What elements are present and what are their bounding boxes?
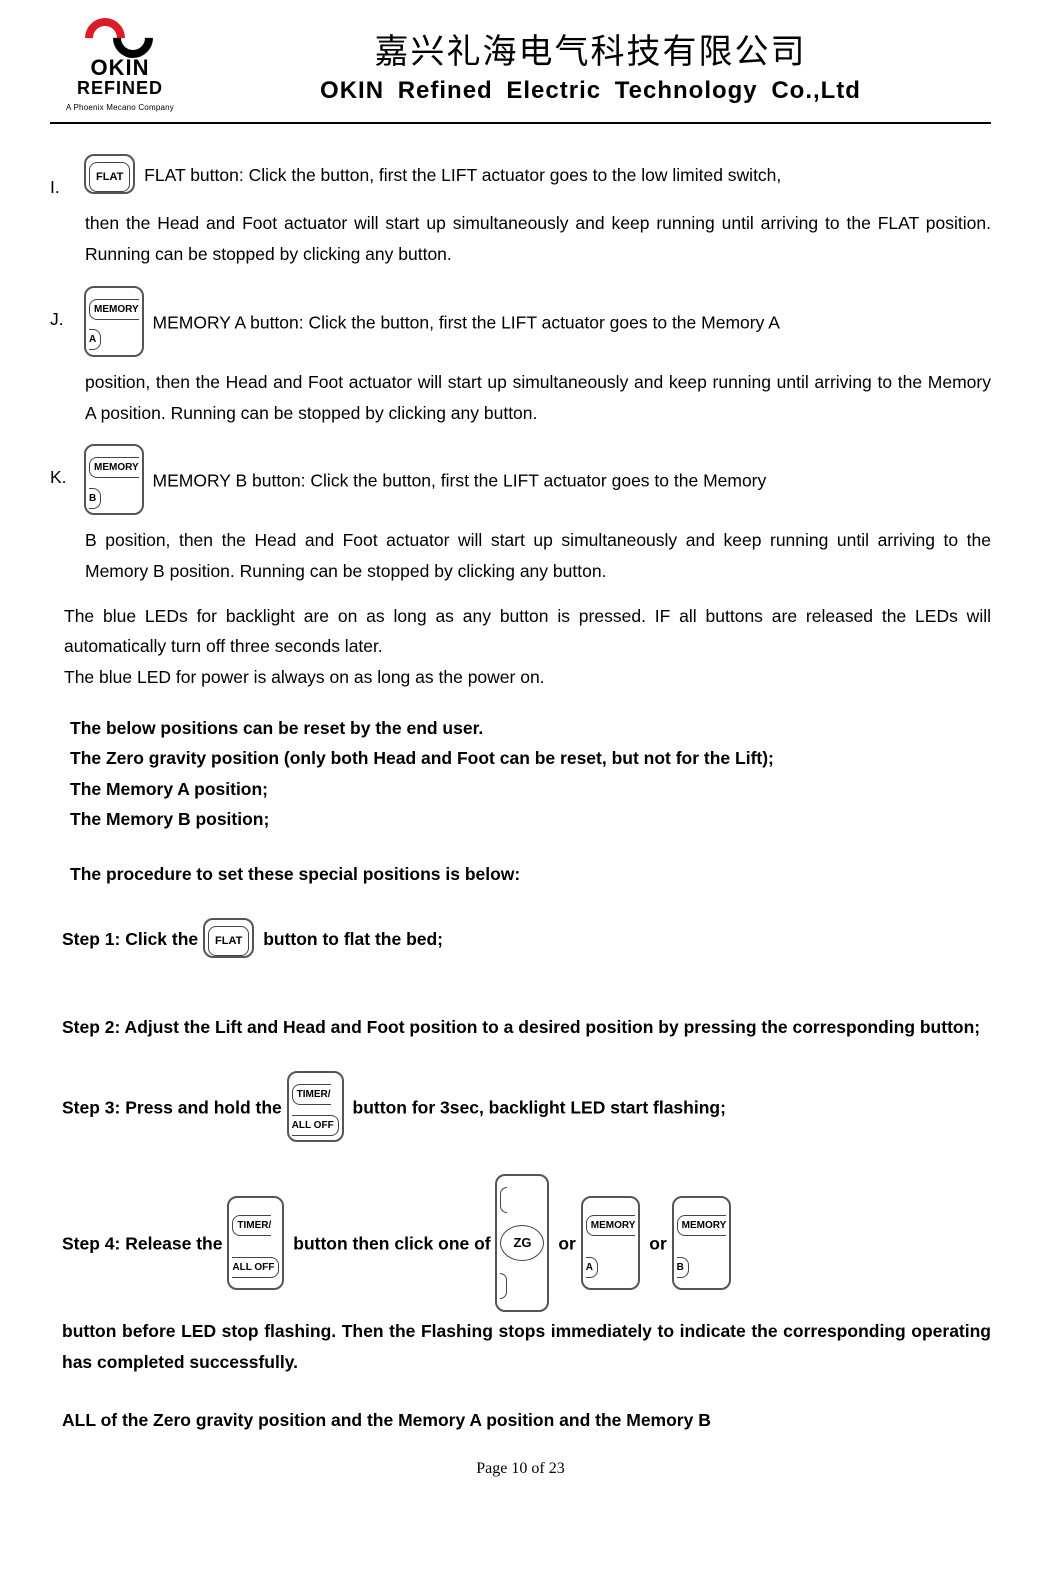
step-4: Step 4: Release the TIMER/ALL OFF button… (50, 1174, 991, 1377)
step-2: Step 2: Adjust the Lift and Head and Foo… (50, 1012, 991, 1043)
item-J-text: MEMORY A button: Click the button, first… (153, 312, 780, 332)
list-item-I: I. FLAT FLAT button: Click the button, f… (50, 154, 991, 203)
logo-text-okin: OKIN (91, 57, 150, 79)
list-item-J: J. MEMORYA MEMORY A button: Click the bu… (50, 286, 991, 361)
logo-icon (85, 20, 155, 55)
title-chinese: 嘉兴礼海电气科技有限公司 (190, 24, 991, 73)
logo-text-refined: REFINED (77, 79, 163, 99)
logo-tagline: A Phoenix Mecano Company (66, 103, 174, 112)
page: OKIN REFINED A Phoenix Mecano Company 嘉兴… (0, 0, 1041, 1508)
led-paragraph-2: The blue LED for power is always on as l… (50, 662, 991, 693)
step-1: Step 1: Click the FLAT button to flat th… (50, 918, 991, 963)
step-all-note: ALL of the Zero gravity position and the… (50, 1405, 991, 1436)
bold-line-2: The Zero gravity position (only both Hea… (70, 743, 991, 774)
bold-line-1: The below positions can be reset by the … (70, 713, 991, 744)
led-paragraph-1: The blue LEDs for backlight are on as lo… (50, 601, 991, 662)
logo-block: OKIN REFINED A Phoenix Mecano Company (50, 20, 190, 112)
list-item-K: K. MEMORYB MEMORY B button: Click the bu… (50, 444, 991, 519)
memory-a-button-icon: MEMORYA (581, 1196, 641, 1290)
timer-alloff-button-icon: TIMER/ALL OFF (287, 1071, 344, 1142)
memory-b-button-icon: MEMORYB (84, 444, 144, 515)
item-I-text: FLAT button: Click the button, first the… (144, 165, 781, 185)
memory-b-button-icon: MEMORYB (672, 1196, 732, 1290)
timer-alloff-button-icon: TIMER/ALL OFF (227, 1196, 284, 1290)
bold-line-3: The Memory A position; (70, 774, 991, 805)
item-K-text: MEMORY B button: Click the button, first… (153, 470, 767, 490)
bold-line-5: The procedure to set these special posit… (70, 859, 991, 890)
header: OKIN REFINED A Phoenix Mecano Company 嘉兴… (50, 20, 991, 124)
page-footer: Page 10 of 23 (50, 1460, 991, 1478)
content-body: I. FLAT FLAT button: Click the button, f… (50, 154, 991, 1436)
item-letter: I. (50, 154, 84, 203)
item-I-continuation: then the Head and Foot actuator will sta… (50, 208, 991, 269)
zg-button-icon: ZG (495, 1174, 549, 1312)
item-letter: J. (50, 286, 84, 335)
memory-a-button-icon: MEMORYA (84, 286, 144, 357)
reset-positions-section: The below positions can be reset by the … (50, 713, 991, 890)
step-4-continuation: button before LED stop flashing. Then th… (62, 1316, 991, 1377)
header-titles: 嘉兴礼海电气科技有限公司 OKIN Refined Electric Techn… (190, 20, 991, 105)
title-english: OKIN Refined Electric Technology Co.,Ltd (190, 77, 991, 105)
bold-line-4: The Memory B position; (70, 804, 991, 835)
flat-button-icon: FLAT (203, 918, 254, 959)
item-K-continuation: B position, then the Head and Foot actua… (50, 525, 991, 586)
item-letter: K. (50, 444, 84, 493)
flat-button-icon: FLAT (84, 154, 135, 195)
step-3: Step 3: Press and hold the TIMER/ALL OFF… (50, 1071, 991, 1146)
item-J-continuation: position, then the Head and Foot actuato… (50, 367, 991, 428)
